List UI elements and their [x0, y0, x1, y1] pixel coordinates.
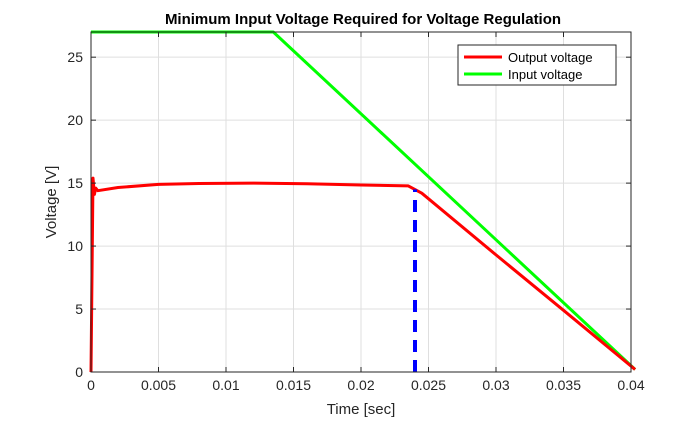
y-tick-label: 25: [67, 49, 83, 65]
y-tick-label: 0: [75, 364, 83, 380]
x-tick-label: 0.01: [212, 377, 239, 393]
x-tick-label: 0.03: [482, 377, 509, 393]
legend: Output voltage Input voltage: [457, 44, 617, 86]
x-axis-label: Time [sec]: [327, 401, 396, 418]
ticks: 0 0.005 0.01 0.015 0.02 0.025 0.03 0.035 0.04 0 5 1…: [67, 32, 645, 393]
legend-box: [457, 44, 617, 86]
legend-label-input-voltage: Input voltage: [508, 67, 582, 82]
chart-title: Minimum Input Voltage Required for Volta…: [165, 11, 561, 28]
legend-label-output-voltage: Output voltage: [508, 50, 593, 65]
y-axis-label: Voltage [V]: [43, 166, 60, 239]
y-tick-label: 20: [67, 112, 83, 128]
x-tick-label: 0.02: [347, 377, 374, 393]
x-tick-label: 0.04: [617, 377, 644, 393]
x-tick-label: 0.005: [141, 377, 176, 393]
output-voltage-series-line: [89, 176, 637, 373]
x-tick-label: 0.015: [276, 377, 311, 393]
y-tick-label: 5: [75, 301, 83, 317]
y-tick-label: 15: [67, 175, 83, 191]
y-tick-label: 10: [67, 238, 83, 254]
x-tick-label: 0: [87, 377, 95, 393]
x-tick-label: 0.025: [411, 377, 446, 393]
x-tick-label: 0.035: [546, 377, 581, 393]
